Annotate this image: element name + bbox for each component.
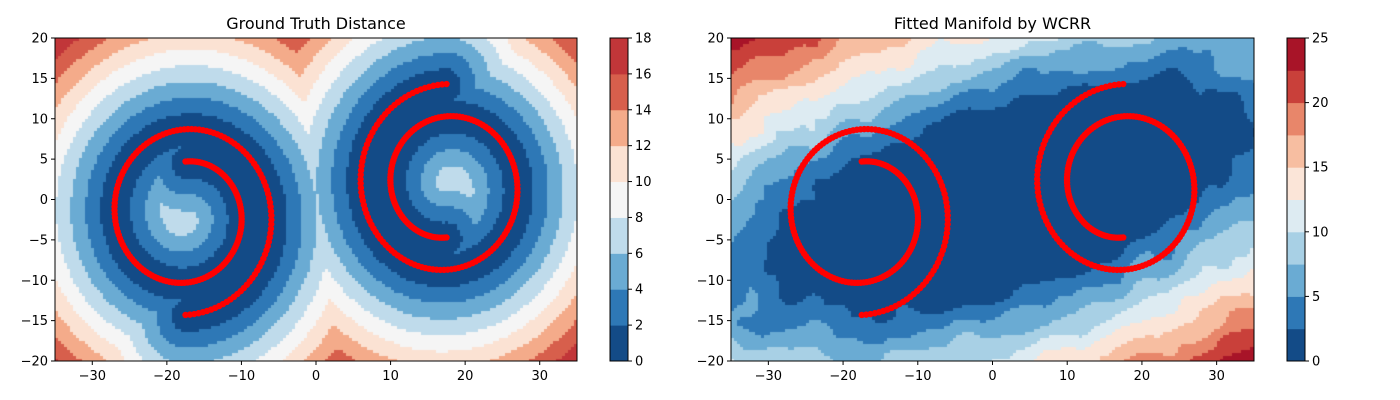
y-tick-label: −5 bbox=[29, 233, 48, 248]
y-tick-label: −5 bbox=[705, 233, 724, 248]
y-tick-label: −15 bbox=[697, 314, 724, 329]
colorbar-band bbox=[1287, 167, 1305, 200]
colorbar-tick-label: 15 bbox=[1312, 161, 1329, 176]
y-tick-label: −10 bbox=[21, 274, 48, 289]
colorbar-band bbox=[1287, 296, 1305, 330]
y-tick-label: 15 bbox=[31, 72, 48, 87]
y-tick-label: 10 bbox=[707, 112, 724, 127]
colorbar-band bbox=[1287, 231, 1305, 265]
colorbar-band bbox=[610, 217, 628, 254]
colorbar-band bbox=[610, 289, 628, 326]
colorbar-band bbox=[610, 253, 628, 290]
y-tick-label: 10 bbox=[31, 112, 48, 127]
colorbar: 0 2 4 6 8 10 12 14 16 18 bbox=[609, 32, 652, 370]
x-tick-label: 0 bbox=[312, 369, 320, 384]
x-tick-label: 30 bbox=[1208, 369, 1225, 384]
x-tick-label: −20 bbox=[829, 369, 856, 384]
spiral-point bbox=[182, 311, 189, 319]
colorbar-tick-label: 10 bbox=[1312, 225, 1329, 240]
colorbar-band bbox=[1287, 134, 1305, 168]
colorbar-tick-label: 0 bbox=[635, 355, 643, 370]
y-tick-label: −10 bbox=[697, 274, 724, 289]
colorbar-band bbox=[1287, 264, 1305, 297]
colorbar-band bbox=[610, 109, 628, 147]
colorbar-band bbox=[1287, 328, 1305, 362]
colorbar-tick-label: 6 bbox=[635, 247, 643, 262]
colorbar-tick-label: 4 bbox=[635, 283, 643, 298]
colorbar-band bbox=[1287, 38, 1305, 71]
colorbar-tick-label: 12 bbox=[635, 139, 652, 154]
colorbar-frame bbox=[609, 37, 629, 362]
x-tick-label: 20 bbox=[1134, 369, 1151, 384]
ground-truth-panel: Ground Truth Distance−30 −20 −10 0 10 20 30−20… bbox=[21, 14, 652, 384]
colorbar-tick-label: 2 bbox=[635, 319, 643, 334]
colorbar-band bbox=[610, 181, 628, 218]
y-tick-label: 5 bbox=[716, 153, 724, 168]
colorbar-tick-label: 10 bbox=[635, 175, 652, 190]
spiral-point bbox=[858, 311, 865, 319]
y-tick-label: 20 bbox=[707, 32, 724, 47]
colorbar-tick-label: 16 bbox=[635, 67, 652, 82]
colorbar-tick-label: 25 bbox=[1312, 32, 1329, 47]
x-tick-label: 20 bbox=[457, 369, 474, 384]
fitted-manifold-panel: Fitted Manifold by WCRR −30 −20 −10 0 10 20 30 −… bbox=[697, 14, 1329, 384]
colorbar-band bbox=[1287, 102, 1305, 136]
y-tick-label: 15 bbox=[707, 72, 724, 87]
colorbar-band bbox=[610, 145, 628, 183]
x-tick-label: −20 bbox=[153, 369, 180, 384]
y-tick-label: −15 bbox=[21, 314, 48, 329]
chart-title: Ground Truth Distance bbox=[226, 14, 406, 33]
colorbar-frame bbox=[1286, 37, 1306, 362]
x-tick-label: −10 bbox=[228, 369, 255, 384]
colorbar-band bbox=[1287, 70, 1305, 104]
colorbar-band bbox=[610, 38, 628, 75]
spiral-points bbox=[787, 80, 1198, 319]
y-tick-label: −20 bbox=[21, 355, 48, 370]
colorbar-tick-label: 20 bbox=[1312, 96, 1329, 111]
y-tick-label: 0 bbox=[716, 193, 724, 208]
x-tick-label: 0 bbox=[988, 369, 996, 384]
chart-title: Fitted Manifold by WCRR bbox=[894, 14, 1091, 33]
colorbar-band bbox=[1287, 199, 1305, 233]
distance-heatmap bbox=[731, 38, 1254, 361]
spiral-point bbox=[1120, 80, 1127, 88]
colorbar-band bbox=[610, 73, 628, 111]
x-tick-label: −30 bbox=[755, 369, 782, 384]
y-tick-label: 0 bbox=[40, 193, 48, 208]
y-tick-label: 20 bbox=[31, 32, 48, 47]
x-tick-label: 10 bbox=[1059, 369, 1076, 384]
colorbar-tick-label: 18 bbox=[635, 32, 652, 47]
x-tick-label: 10 bbox=[382, 369, 399, 384]
colorbar-tick-label: 5 bbox=[1312, 290, 1320, 305]
spiral-point bbox=[443, 80, 450, 88]
distance-heatmap bbox=[55, 38, 577, 361]
x-tick-label: −10 bbox=[904, 369, 931, 384]
y-tick-label: −20 bbox=[697, 355, 724, 370]
y-tick-label: 5 bbox=[40, 153, 48, 168]
spiral-points bbox=[111, 80, 521, 319]
x-tick-label: −30 bbox=[79, 369, 106, 384]
colorbar: 0 5 10 15 20 25 bbox=[1286, 32, 1329, 370]
colorbar-tick-label: 8 bbox=[635, 211, 643, 226]
colorbar-tick-label: 14 bbox=[635, 103, 652, 118]
x-tick-label: 30 bbox=[531, 369, 548, 384]
colorbar-band bbox=[610, 325, 628, 362]
colorbar-tick-label: 0 bbox=[1312, 355, 1320, 370]
